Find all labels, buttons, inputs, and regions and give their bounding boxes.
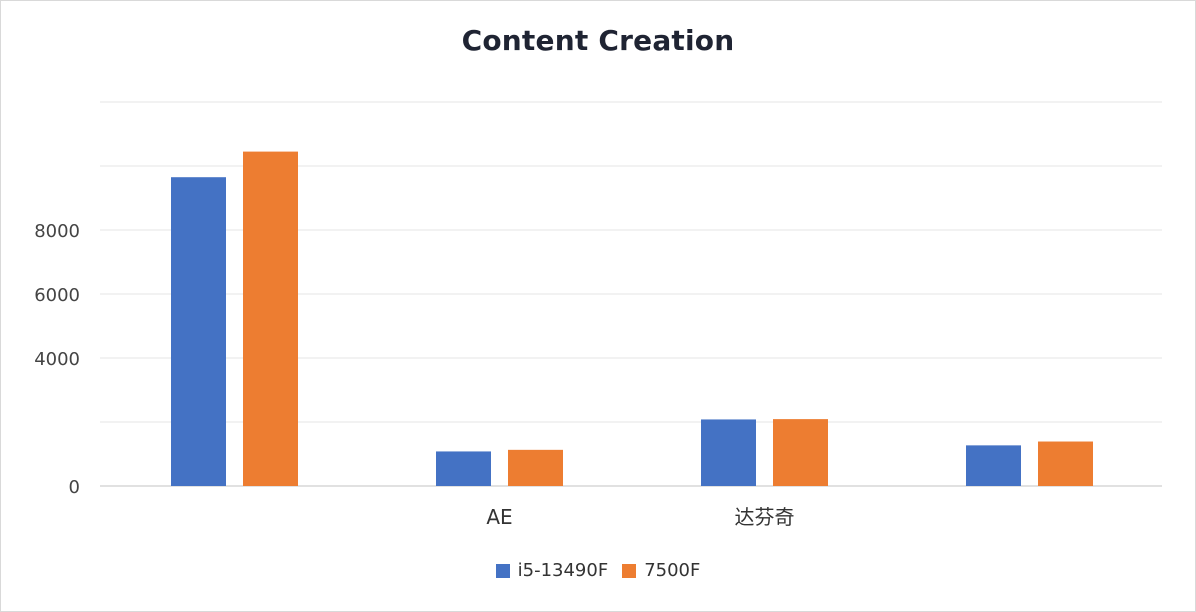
bar-series-2	[773, 419, 828, 486]
legend-label-series-2: 7500F	[644, 560, 701, 581]
legend-swatch-series-2	[622, 563, 637, 578]
legend-item-series-2: 7500F	[622, 560, 700, 581]
legend-swatch-series-1	[495, 563, 510, 578]
x-tick-label: AE	[486, 505, 512, 529]
y-tick-label: 8000	[34, 221, 80, 242]
legend-item-series-1: i5-13490F	[495, 560, 609, 581]
bar-series-1	[436, 451, 491, 486]
chart-legend: i5-13490F 7500F	[0, 560, 1196, 581]
bar-series-1	[171, 177, 226, 486]
y-tick-label: 6000	[34, 285, 80, 306]
bar-series-1	[701, 419, 756, 486]
bar-series-2	[243, 151, 298, 486]
legend-label-series-1: i5-13490F	[517, 560, 609, 581]
bar-series-1	[966, 445, 1021, 486]
bar-series-2	[508, 449, 563, 486]
bar-series-2	[1038, 441, 1093, 486]
chart-title: Content Creation	[461, 24, 735, 57]
y-tick-label: 0	[69, 477, 80, 498]
x-tick-label: 达芬奇	[735, 505, 795, 529]
y-tick-label: 4000	[34, 349, 80, 370]
